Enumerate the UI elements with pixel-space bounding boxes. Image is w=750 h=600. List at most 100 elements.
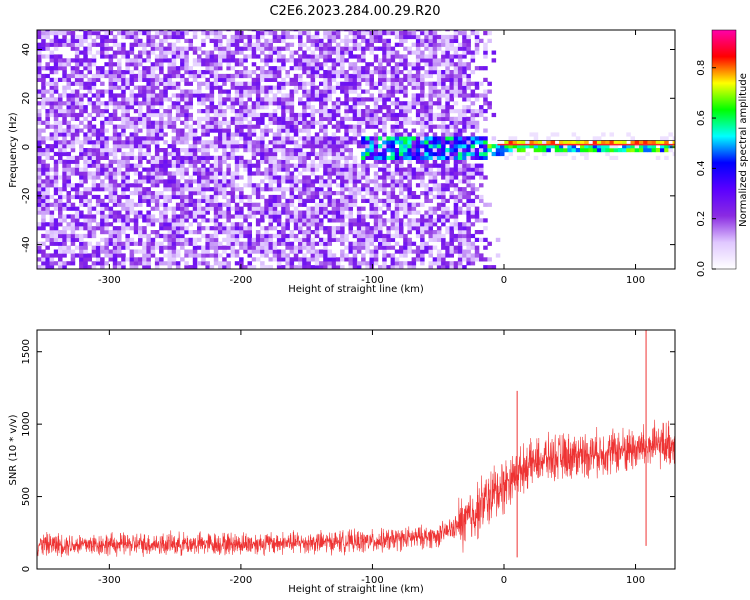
heat-cell bbox=[382, 241, 387, 246]
heat-cell bbox=[37, 159, 42, 164]
heat-cell bbox=[293, 148, 299, 153]
heat-cell bbox=[159, 210, 164, 215]
heat-cell bbox=[108, 46, 114, 51]
heat-cell bbox=[230, 148, 236, 153]
heat-cell bbox=[100, 38, 105, 43]
heat-cell bbox=[239, 58, 244, 63]
heat-cell bbox=[331, 140, 337, 145]
heat-cell bbox=[314, 175, 320, 180]
heat-cell bbox=[197, 62, 202, 67]
heat-cell bbox=[108, 257, 114, 262]
heat-cell bbox=[197, 245, 202, 250]
heat-cell bbox=[121, 257, 126, 262]
heat-cell bbox=[272, 85, 278, 90]
heat-cell bbox=[382, 183, 387, 188]
heat-cell bbox=[399, 163, 404, 168]
heat-cell bbox=[432, 70, 438, 75]
heat-cell bbox=[344, 187, 349, 192]
heat-cell bbox=[407, 163, 412, 168]
heat-cell bbox=[222, 226, 227, 231]
heat-cell bbox=[445, 218, 450, 223]
heat-cell bbox=[474, 148, 480, 153]
heat-cell bbox=[327, 38, 333, 43]
heat-cell bbox=[62, 214, 67, 219]
heat-cell bbox=[272, 253, 278, 258]
heat-cell bbox=[420, 120, 425, 125]
heat-cell bbox=[87, 210, 93, 215]
heat-cell bbox=[117, 249, 122, 254]
heat-cell bbox=[150, 132, 156, 137]
heat-cell bbox=[104, 70, 109, 75]
heat-cell bbox=[424, 116, 429, 121]
heat-cell bbox=[361, 226, 366, 231]
heat-cell bbox=[340, 167, 345, 172]
heat-cell bbox=[344, 163, 349, 168]
heat-cell bbox=[453, 30, 459, 32]
heat-cell bbox=[74, 194, 80, 200]
heat-cell bbox=[521, 148, 526, 153]
heat-cell bbox=[457, 159, 463, 164]
heat-cell bbox=[319, 222, 324, 227]
heat-cell bbox=[285, 159, 290, 164]
heat-cell bbox=[479, 163, 484, 168]
heat-cell bbox=[470, 50, 476, 55]
heat-cell bbox=[197, 89, 202, 94]
heat-cell bbox=[428, 237, 434, 242]
heat-cell bbox=[491, 58, 497, 63]
heat-cell bbox=[453, 249, 459, 254]
heat-cell bbox=[201, 151, 206, 157]
heat-cell bbox=[340, 73, 345, 79]
heat-cell bbox=[255, 210, 261, 215]
heat-cell bbox=[386, 175, 391, 180]
heat-cell bbox=[344, 140, 349, 145]
heat-cell bbox=[445, 50, 450, 55]
heat-cell bbox=[138, 214, 143, 219]
heat-cell bbox=[234, 116, 240, 121]
heat-cell bbox=[66, 109, 72, 114]
heat-cell bbox=[230, 109, 236, 114]
heat-cell bbox=[197, 226, 202, 231]
heat-cell bbox=[365, 175, 370, 180]
heat-cell bbox=[142, 261, 147, 266]
heat-cell bbox=[310, 66, 316, 71]
heat-cell bbox=[369, 230, 375, 235]
heat-cell bbox=[218, 214, 223, 219]
heat-cell bbox=[142, 151, 147, 157]
heat-cell bbox=[462, 42, 467, 47]
heat-cell bbox=[138, 171, 143, 176]
heat-cell bbox=[432, 187, 438, 192]
heat-cell bbox=[117, 261, 122, 266]
heat-cell bbox=[180, 34, 185, 40]
heat-cell bbox=[121, 194, 126, 200]
heat-cell bbox=[399, 132, 404, 137]
heat-cell bbox=[142, 155, 147, 160]
heat-cell bbox=[289, 66, 295, 71]
heat-cell bbox=[239, 187, 244, 192]
heat-cell bbox=[525, 140, 530, 145]
heat-cell bbox=[79, 34, 84, 40]
heat-cell bbox=[403, 136, 408, 141]
heat-cell bbox=[390, 237, 396, 242]
heat-cell bbox=[487, 105, 492, 110]
heat-cell bbox=[272, 233, 278, 239]
heat-cell bbox=[285, 163, 290, 168]
heat-cell bbox=[411, 191, 417, 196]
heat-cell bbox=[512, 144, 518, 149]
heat-cell bbox=[483, 97, 488, 102]
heat-cell bbox=[293, 214, 299, 219]
heat-cell bbox=[66, 124, 72, 129]
heat-cell bbox=[247, 179, 253, 184]
heat-cell bbox=[260, 245, 265, 250]
heat-cell bbox=[125, 218, 130, 223]
heat-cell bbox=[209, 253, 215, 258]
heat-cell bbox=[348, 50, 354, 55]
heat-cell bbox=[53, 132, 59, 137]
heat-cell bbox=[159, 222, 164, 227]
heat-cell bbox=[289, 97, 295, 102]
heat-cell bbox=[281, 101, 286, 106]
heat-cell bbox=[91, 38, 97, 43]
heat-cell bbox=[390, 218, 396, 223]
heat-cell bbox=[121, 30, 126, 32]
heat-cell bbox=[260, 136, 265, 141]
heat-cell bbox=[285, 202, 290, 207]
